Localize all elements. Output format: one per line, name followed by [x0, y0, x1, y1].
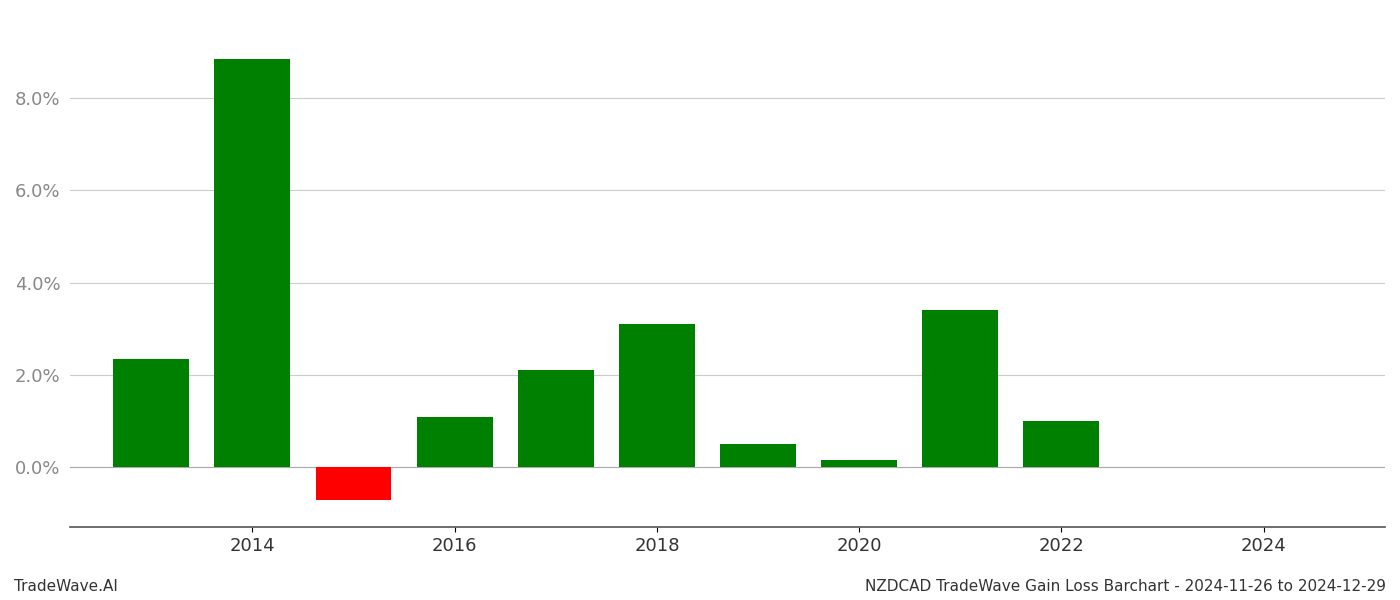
Bar: [619, 324, 694, 467]
Bar: [518, 370, 594, 467]
Text: TradeWave.AI: TradeWave.AI: [14, 579, 118, 594]
Bar: [417, 416, 493, 467]
Bar: [720, 444, 797, 467]
Text: NZDCAD TradeWave Gain Loss Barchart - 2024-11-26 to 2024-12-29: NZDCAD TradeWave Gain Loss Barchart - 20…: [865, 579, 1386, 594]
Bar: [822, 460, 897, 467]
Bar: [923, 310, 998, 467]
Bar: [1023, 421, 1099, 467]
Bar: [315, 467, 392, 500]
Bar: [113, 359, 189, 467]
Bar: [214, 59, 290, 467]
